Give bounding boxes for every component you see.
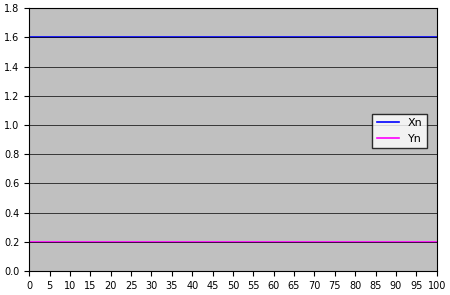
- Yn: [128, 240, 134, 244]
- Xn: [332, 36, 338, 39]
- Yn: [27, 240, 32, 244]
- Yn: [271, 240, 276, 244]
- Xn: [128, 36, 134, 39]
- Xn: [434, 36, 439, 39]
- Xn: [27, 36, 32, 39]
- Xn: [55, 36, 60, 39]
- Xn: [214, 36, 219, 39]
- Legend: Xn, Yn: Xn, Yn: [372, 114, 427, 148]
- Yn: [434, 240, 439, 244]
- Yn: [332, 240, 338, 244]
- Xn: [271, 36, 276, 39]
- Xn: [312, 36, 317, 39]
- Yn: [214, 240, 219, 244]
- Yn: [55, 240, 60, 244]
- Yn: [312, 240, 317, 244]
